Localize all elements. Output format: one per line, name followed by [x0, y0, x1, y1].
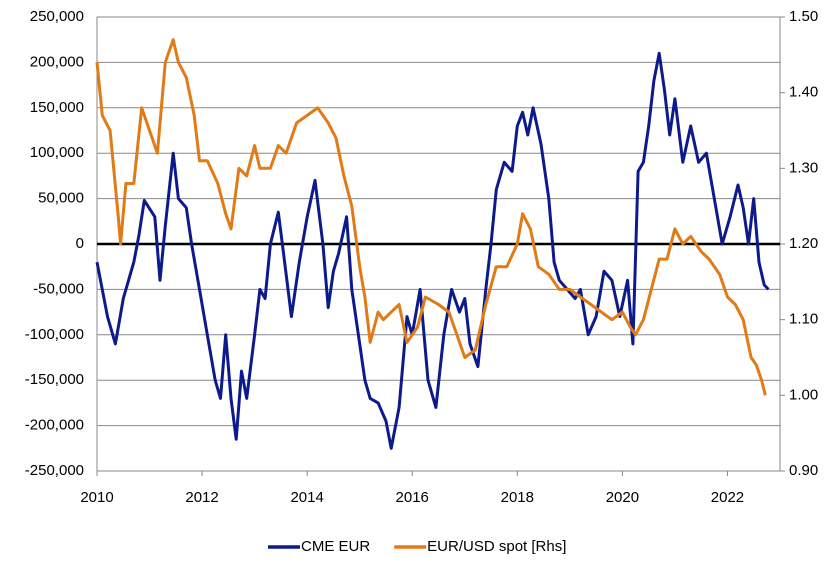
legend-label: CME EUR	[301, 538, 370, 555]
y2-tick-label: 1.20	[789, 235, 818, 252]
series-line	[95, 38, 767, 396]
legend-label: EUR/USD spot [Rhs]	[427, 538, 566, 555]
y2-tick-label: 1.50	[789, 8, 818, 25]
y-tick-label: 100,000	[30, 144, 84, 161]
y2-tick-label: 1.10	[789, 311, 818, 328]
y-tick-label: 150,000	[30, 99, 84, 116]
y-tick-label: -200,000	[25, 417, 84, 434]
y2-tick-label: 0.90	[789, 462, 818, 479]
x-tick-label: 2016	[396, 489, 429, 506]
y2-tick-label: 1.30	[789, 159, 818, 176]
x-tick-label: 2020	[606, 489, 639, 506]
y-tick-label: 50,000	[38, 190, 84, 207]
x-tick-label: 2010	[80, 489, 113, 506]
y-tick-label: -250,000	[25, 462, 84, 479]
y2-tick-label: 1.00	[789, 386, 818, 403]
y-tick-label: 250,000	[30, 8, 84, 25]
x-tick-label: 2012	[185, 489, 218, 506]
x-tick-label: 2018	[501, 489, 534, 506]
y-tick-label: -100,000	[25, 326, 84, 343]
y-tick-label: 0	[76, 235, 84, 252]
y2-tick-label: 1.40	[789, 84, 818, 101]
x-tick-label: 2022	[711, 489, 744, 506]
y-tick-label: -150,000	[25, 371, 84, 388]
y-tick-label: -50,000	[33, 280, 84, 297]
y-tick-label: 200,000	[30, 53, 84, 70]
x-tick-label: 2014	[290, 489, 323, 506]
series-line	[95, 51, 770, 450]
